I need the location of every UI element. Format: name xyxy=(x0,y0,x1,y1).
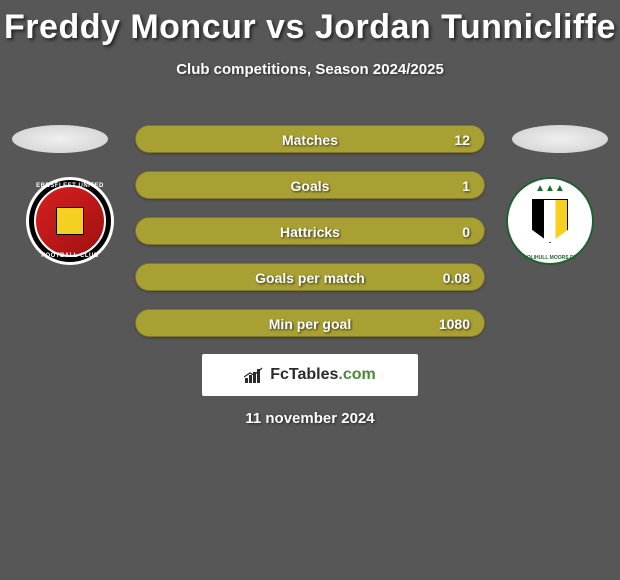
brand-domain: .com xyxy=(338,366,375,383)
club-badge-right: ▲▲▲ SOLIHULL MOORS FC xyxy=(506,177,594,265)
brand-text: FcTables.com xyxy=(270,366,376,384)
stat-row: Matches12 xyxy=(135,125,485,153)
stat-value: 12 xyxy=(454,126,470,152)
stat-label: Min per goal xyxy=(136,310,484,336)
date-line: 11 november 2024 xyxy=(0,410,620,427)
stat-value: 1 xyxy=(462,172,470,198)
stats-container: Matches12 Goals1 Hattricks0 Goals per match… xyxy=(135,125,485,355)
page-subtitle: Club competitions, Season 2024/2025 xyxy=(0,61,620,78)
stat-row: Hattricks0 xyxy=(135,217,485,245)
stat-value: 1080 xyxy=(439,310,470,336)
brand-box: FcTables.com xyxy=(202,354,418,396)
club-badge-left-top-text: EBBSFLEET UNITED xyxy=(26,183,114,189)
club-badge-right-bottom-text: SOLIHULL MOORS FC xyxy=(506,255,594,261)
brand-name: FcTables xyxy=(270,366,338,383)
stat-label: Matches xyxy=(136,126,484,152)
stat-value: 0.08 xyxy=(443,264,470,290)
stat-label: Hattricks xyxy=(136,218,484,244)
club-badge-left-bottom-text: FOOTBALL CLUB xyxy=(26,253,114,259)
stat-row: Goals1 xyxy=(135,171,485,199)
player-avatar-right xyxy=(512,125,608,153)
club-badge-left: EBBSFLEET UNITED FOOTBALL CLUB xyxy=(26,177,114,265)
stat-row: Min per goal1080 xyxy=(135,309,485,337)
page-title: Freddy Moncur vs Jordan Tunnicliffe xyxy=(0,0,620,47)
brand-chart-icon xyxy=(244,367,264,383)
stat-label: Goals xyxy=(136,172,484,198)
stat-value: 0 xyxy=(462,218,470,244)
stat-label: Goals per match xyxy=(136,264,484,290)
player-avatar-left xyxy=(12,125,108,153)
stat-row: Goals per match0.08 xyxy=(135,263,485,291)
